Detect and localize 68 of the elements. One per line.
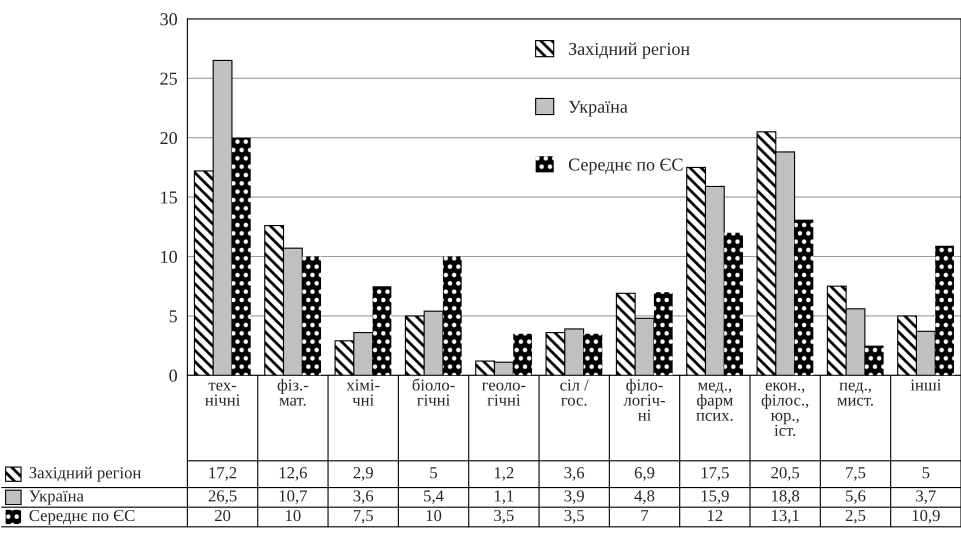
data-label: 2,5 (846, 510, 866, 524)
data-label: 5 (922, 467, 930, 478)
bar (794, 220, 814, 376)
data-label: 18,8 (772, 490, 800, 504)
data-label: 3,6 (354, 490, 374, 504)
x-tick-label: інші (910, 379, 942, 390)
data-label: 20 (214, 510, 230, 522)
data-label: 5 (430, 467, 438, 478)
x-tick-label: мед., фарм псих. (696, 382, 733, 421)
data-label: 10 (286, 510, 301, 522)
bar (302, 256, 322, 376)
data-label: 12,6 (280, 467, 307, 481)
bar (584, 334, 602, 376)
y-tick-label: 5 (170, 310, 177, 322)
legend-label: Західний регіон (569, 42, 690, 59)
data-label: 7,5 (846, 467, 866, 481)
data-label: 10,9 (912, 510, 940, 524)
bar (232, 138, 251, 376)
x-tick-label: біоло- гічні (412, 378, 455, 406)
y-tick-label: 20 (160, 132, 177, 144)
x-tick-label: філо- логіч- ні (624, 378, 665, 421)
x-tick-label: пед., мист. (837, 382, 873, 406)
text: Західний регіон (30, 466, 141, 482)
bar (442, 256, 462, 376)
data-label: 17,2 (209, 467, 236, 481)
y-tick-label: 0 (169, 370, 177, 382)
bar (654, 292, 673, 376)
x-tick-label: екон., філос., юр., іст. (762, 382, 808, 436)
data-label: 13,1 (772, 510, 799, 524)
data-label: 5,6 (846, 490, 866, 504)
data-label: 2,9 (354, 467, 373, 481)
bar (372, 286, 392, 376)
data-label: 15,9 (702, 490, 729, 504)
data-label: 7,5 (354, 510, 373, 524)
bar (724, 232, 743, 376)
data-label: 3,6 (564, 467, 584, 481)
x-tick-label: тех- нічні (205, 382, 240, 406)
x-tick-label: хімі- чні (346, 379, 380, 406)
data-label: 5,4 (424, 490, 444, 504)
x-tick-label: сіл / гос. (560, 379, 589, 406)
bar (864, 346, 884, 376)
data-label: 20,5 (771, 467, 800, 481)
x-tick-label: фіз.- мат. (278, 378, 308, 406)
y-tick-label: 15 (161, 191, 177, 204)
data-label: 3,5 (564, 510, 584, 524)
text: Україна (29, 490, 84, 505)
data-label: 3,7 (916, 490, 936, 504)
data-label: 3,9 (564, 490, 584, 504)
data-label: 1,1 (494, 490, 514, 504)
data-label: 10 (426, 510, 442, 522)
data-label: 26,5 (208, 490, 236, 504)
y-tick-label: 25 (160, 72, 177, 85)
legend-label: Україна (568, 100, 628, 117)
y-tick-label: 10 (161, 250, 177, 263)
data-label: 1,2 (494, 467, 514, 481)
data-label: 7 (641, 510, 648, 521)
x-tick-label: геоло- гічні (482, 382, 526, 406)
bar (513, 334, 532, 376)
legend-label: Середнє по ЄС (568, 158, 683, 174)
data-label: 17,5 (702, 467, 729, 481)
data-label: 10,7 (280, 490, 307, 504)
data-label: 6,9 (634, 467, 654, 481)
data-label: 4,8 (634, 490, 654, 504)
data-label: 3,5 (494, 510, 514, 524)
data-label: 12 (708, 510, 722, 521)
bar (935, 246, 954, 376)
text: Середнє по ЄС (29, 510, 134, 525)
y-tick-label: 30 (160, 13, 177, 26)
